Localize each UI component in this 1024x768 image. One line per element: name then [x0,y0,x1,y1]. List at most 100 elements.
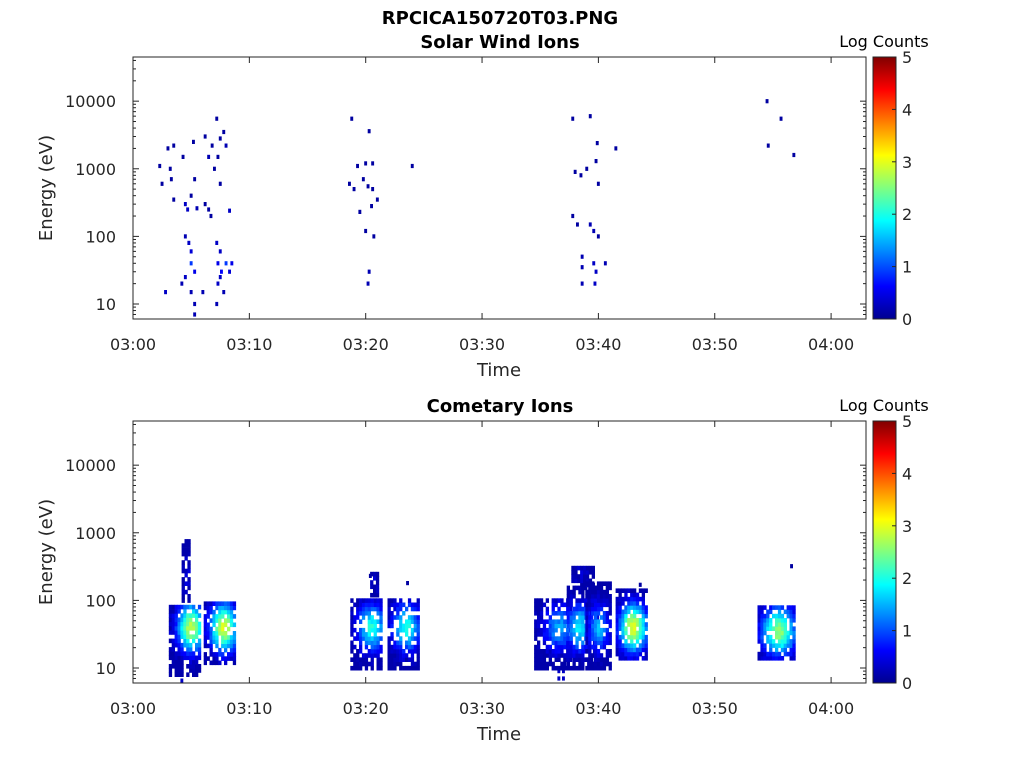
heatmap-cell [596,657,601,662]
heatmap-cell [174,638,178,644]
heatmap-cell [174,604,178,610]
heatmap-cell [390,615,394,620]
heatmap-cell [566,594,570,599]
heatmap-cell [585,657,589,662]
heatmap-cell [227,635,231,640]
heatmap-cell [599,632,604,637]
heatmap-cell [537,632,541,637]
heatmap-cell [578,632,582,637]
heatmap-cell [641,643,645,648]
heatmap-cell [585,581,589,586]
heatmap-cell [373,632,377,637]
heatmap-cell [387,602,391,608]
heatmap-cell [551,627,555,633]
heatmap-cell [366,184,370,189]
heatmap-cell [548,619,552,624]
heatmap-cell [591,632,595,637]
heatmap-cell [572,615,576,620]
heatmap-cell [757,651,761,657]
heatmap-cell [212,656,216,661]
heatmap-cell [189,613,193,618]
heatmap-cell [763,656,767,661]
heatmap-cell [581,619,585,624]
heatmap-cell [379,619,383,624]
heatmap-cell [608,581,612,586]
heatmap-cell [375,197,379,202]
heatmap-cell [584,598,588,603]
heatmap-cell [760,643,764,648]
heatmap-cell [772,605,776,610]
y-tick-label: 1000 [75,524,116,543]
heatmap-cell [572,606,576,612]
heatmap-cell [183,617,187,623]
heatmap-cell [203,631,207,636]
heatmap-cell [633,609,637,615]
heatmap-cell [375,588,380,594]
heatmap-cell [174,609,178,614]
heatmap-cell [644,605,648,610]
heatmap-cell [630,592,634,598]
heatmap-cell [596,602,601,608]
heatmap-cell [215,631,219,636]
heatmap-cell [581,589,585,595]
heatmap-cell [184,551,188,557]
heatmap-cell [410,649,415,654]
heatmap-cell [209,652,213,657]
heatmap-cell [608,653,612,658]
heatmap-cell [591,570,595,575]
heatmap-cell [789,605,793,610]
heatmap-cell [197,655,202,661]
heatmap-cell [539,649,544,654]
heatmap-cell [356,649,360,654]
colorbar-tick-label: 5 [902,412,912,431]
heatmap-cell [585,649,589,654]
heatmap-cell [560,636,564,641]
heatmap-cell [203,134,207,139]
heatmap-cell [566,619,570,624]
heatmap-cell [371,187,375,192]
heatmap-cell [566,665,570,671]
panel-title-cometary: Cometary Ions [427,396,574,417]
heatmap-cell [537,606,541,612]
heatmap-cell [183,613,187,618]
heatmap-cell [578,649,582,654]
heatmap-cell [405,657,409,662]
heatmap-cell [621,647,625,653]
heatmap-cell [548,636,552,641]
heatmap-cell [621,618,625,623]
heatmap-cell [364,611,369,616]
heatmap-cell [596,606,601,612]
heatmap-cell [542,619,547,624]
heatmap-cell [618,596,622,602]
heatmap-cell [641,639,645,644]
heatmap-cell [232,660,237,666]
heatmap-cell [580,254,584,259]
heatmap-cell [356,602,360,608]
heatmap-cell [551,636,555,641]
heatmap-cell [769,656,773,661]
heatmap-cell [232,643,237,649]
heatmap-cell [195,206,199,211]
heatmap-cell [413,644,417,650]
heatmap-cell [563,665,567,671]
heatmap-cell [171,647,175,652]
heatmap-cell [416,649,420,654]
heatmap-cell [168,617,173,623]
heatmap-cell [379,644,383,650]
heatmap-cell [569,611,573,616]
heatmap-cell [786,639,790,644]
heatmap-cell [370,640,374,646]
heatmap-cell [373,602,377,608]
heatmap-cell [777,643,782,648]
heatmap-cell [644,634,648,640]
heatmap-cell [356,611,360,616]
heatmap-cell [591,644,595,650]
heatmap-cell [560,602,564,608]
heatmap-cell [772,656,776,661]
heatmap-cell [229,618,234,623]
heatmap-cell [624,592,628,598]
heatmap-cell [557,657,561,662]
heatmap-cell [206,643,210,649]
heatmap-cell [569,649,573,654]
heatmap-cell [534,636,538,641]
